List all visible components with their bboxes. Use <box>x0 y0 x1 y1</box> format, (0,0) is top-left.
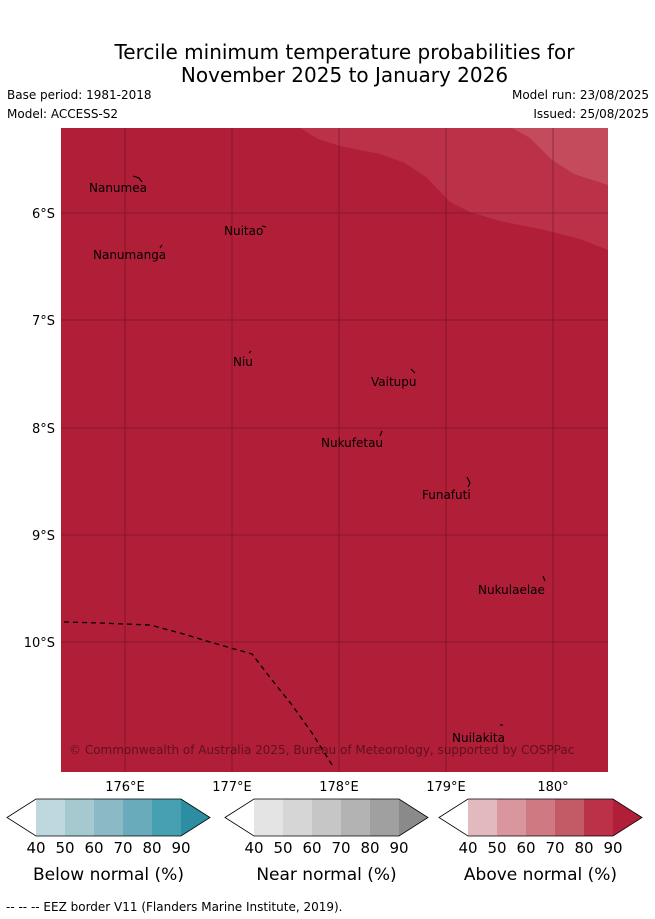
place-label-nuitao: Nuitao <box>224 224 263 238</box>
zone-above-90 <box>61 128 608 772</box>
place-label-nanumanga: Nanumanga <box>93 248 166 262</box>
eez-border <box>63 621 335 769</box>
colorbar-above-normal: 40 50 60 70 80 90 Above normal (%) <box>438 798 643 885</box>
island-shapes <box>132 175 546 726</box>
lat-label-7s: 7°S <box>32 314 55 329</box>
colorbar-above-normal-label: Above normal (%) <box>464 865 617 885</box>
colorbar-below-normal-tick-label: 90 <box>171 839 190 857</box>
colorbar-above-normal-bin <box>526 799 555 836</box>
colorbar-below-normal-label: Below normal (%) <box>33 865 184 885</box>
colorbar-below-normal-outline <box>6 798 211 837</box>
lon-label-179e: 179°E <box>426 780 466 795</box>
colorbars: 40 50 60 70 80 90 Below normal (%) 40 50 60 70 80 9… <box>6 798 643 885</box>
island-niu <box>248 350 252 354</box>
graticule <box>61 128 608 772</box>
chart-title: Tercile minimum temperature probabilitie… <box>0 41 655 87</box>
colorbar-near-normal-bin <box>283 799 312 836</box>
colorbar-near-normal-bin <box>254 799 283 836</box>
title-line-2: November 2025 to January 2026 <box>180 63 509 87</box>
island-funafuti <box>466 476 471 488</box>
colorbar-above-normal-outline <box>438 798 643 837</box>
lon-label-178e: 178°E <box>319 780 359 795</box>
colorbar-near-normal-tick-label: 70 <box>331 839 350 857</box>
colorbar-near-normal-tick-label: 40 <box>244 839 263 857</box>
longitude-labels: 176°E 177°E 178°E 179°E 180° <box>105 780 568 795</box>
colorbar-near-normal: 40 50 60 70 80 90 Near normal (%) <box>224 798 429 885</box>
colorbar-near-normal-tick-label: 60 <box>302 839 321 857</box>
colorbar-above-normal-bin <box>497 799 526 836</box>
island-nukulaelae <box>542 575 546 582</box>
colorbar-below-normal-lower-extension <box>7 799 36 836</box>
colorbar-below-normal-tick-label: 60 <box>84 839 103 857</box>
lat-label-6s: 6°S <box>32 207 55 222</box>
colorbar-near-normal-tick-label: 90 <box>389 839 408 857</box>
model-name: Model: ACCESS-S2 <box>7 107 119 121</box>
colorbar-above-normal-tick-label: 80 <box>574 839 593 857</box>
colorbar-near-normal-lower-extension <box>225 799 254 836</box>
colorbar-below-normal-bin <box>65 799 94 836</box>
place-labels: Nanumea Nuitao Nanumanga Niu Vaitupu Nuk… <box>89 181 545 745</box>
lon-label-180: 180° <box>537 780 568 795</box>
zone-above-80 <box>300 128 608 250</box>
lat-label-8s: 8°S <box>32 422 55 437</box>
model-run: Model run: 23/08/2025 <box>511 88 649 102</box>
colorbar-below-normal-bin <box>94 799 123 836</box>
colorbar-below-normal-upper-extension <box>181 799 210 836</box>
island-nanumanga <box>159 244 163 249</box>
colorbar-above-normal-bin <box>555 799 584 836</box>
colorbar-above-normal-bin <box>584 799 613 836</box>
colorbar-above-normal-tick-label: 40 <box>458 839 477 857</box>
colorbar-below-normal-tick-label: 80 <box>142 839 161 857</box>
colorbar-above-normal-lower-extension <box>439 799 468 836</box>
colorbar-below-normal-bin <box>123 799 152 836</box>
colorbar-above-normal-bin <box>468 799 497 836</box>
issued-date: Issued: 25/08/2025 <box>533 107 649 121</box>
colorbar-below-normal: 40 50 60 70 80 90 Below normal (%) <box>6 798 211 885</box>
island-nanumea <box>132 175 143 183</box>
colorbar-near-normal-bin <box>370 799 399 836</box>
colorbar-below-normal-bin <box>152 799 181 836</box>
island-nukufetau <box>379 430 383 437</box>
colorbar-below-normal-tick-label: 40 <box>26 839 45 857</box>
place-label-nukufetau: Nukufetau <box>321 436 383 450</box>
colorbar-above-normal-tick-label: 90 <box>603 839 622 857</box>
island-nuitao <box>261 225 267 228</box>
colorbar-below-normal-bin <box>36 799 65 836</box>
colorbar-near-normal-upper-extension <box>399 799 428 836</box>
eez-footnote: -- -- -- EEZ border V11 (Flanders Marine… <box>6 900 343 914</box>
colorbar-above-normal-tick-label: 60 <box>516 839 535 857</box>
latitude-labels: 6°S 7°S 8°S 9°S 10°S <box>24 207 55 651</box>
colorbar-below-normal-tick-label: 70 <box>113 839 132 857</box>
colorbar-below-normal-tick-label: 50 <box>55 839 74 857</box>
copyright-notice: © Commonwealth of Australia 2025, Bureau… <box>69 743 574 757</box>
place-label-nuilakita: Nuilakita <box>452 731 505 745</box>
colorbar-near-normal-tick-label: 80 <box>360 839 379 857</box>
colorbar-near-normal-tick-label: 50 <box>273 839 292 857</box>
title-line-1: Tercile minimum temperature probabilitie… <box>114 40 575 64</box>
place-label-nukulaelae: Nukulaelae <box>478 583 545 597</box>
place-label-niu: Niu <box>233 355 253 369</box>
map-area: Nanumea Nuitao Nanumanga Niu Vaitupu Nuk… <box>61 128 608 772</box>
lat-label-9s: 9°S <box>32 529 55 544</box>
colorbar-near-normal-label: Near normal (%) <box>256 865 396 885</box>
lon-label-177e: 177°E <box>212 780 252 795</box>
island-vaitupu <box>410 368 416 374</box>
zone-above-70 <box>512 128 608 185</box>
base-period: Base period: 1981-2018 <box>7 88 152 102</box>
lat-label-10s: 10°S <box>24 636 55 651</box>
colorbar-near-normal-bin <box>312 799 341 836</box>
lon-label-176e: 176°E <box>105 780 145 795</box>
place-label-vaitupu: Vaitupu <box>371 375 417 389</box>
colorbar-near-normal-bin <box>341 799 370 836</box>
colorbar-above-normal-tick-label: 50 <box>487 839 506 857</box>
colorbar-above-normal-upper-extension <box>613 799 642 836</box>
place-label-funafuti: Funafuti <box>422 488 471 502</box>
place-label-nanumea: Nanumea <box>89 181 147 195</box>
colorbar-above-normal-tick-label: 70 <box>545 839 564 857</box>
colorbar-near-normal-outline <box>224 798 429 837</box>
